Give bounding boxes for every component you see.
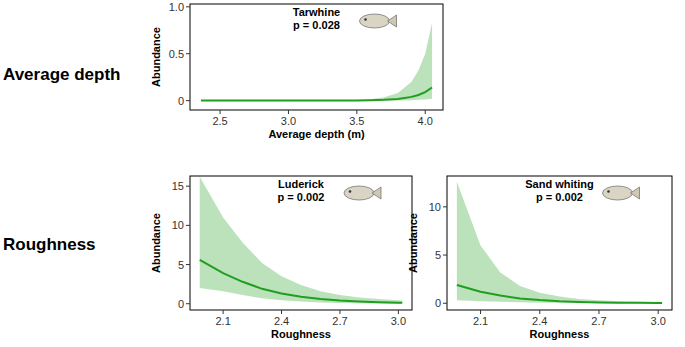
- y-tick: [443, 255, 447, 256]
- plot-marks: [201, 23, 432, 101]
- x-tick: [398, 310, 399, 314]
- y-axis-title: Abundance: [407, 213, 419, 273]
- x-axis-title: Roughness: [530, 328, 590, 340]
- fish-icon: [603, 186, 640, 200]
- x-tick-label: 2.4: [532, 315, 547, 327]
- x-tick-label: 2.5: [212, 115, 227, 127]
- x-tick: [339, 310, 340, 314]
- x-tick: [288, 110, 289, 114]
- y-tick-label: 5: [435, 249, 441, 261]
- y-tick: [186, 303, 190, 304]
- y-tick-label: 0: [178, 298, 184, 310]
- y-tick-label: 0: [178, 95, 184, 107]
- x-tick: [356, 110, 357, 114]
- x-tick: [598, 310, 599, 314]
- fish-body: [603, 186, 633, 200]
- y-axis-title: Abundance: [150, 27, 162, 87]
- x-tick-label: 2.7: [591, 315, 606, 327]
- fish-body: [344, 186, 374, 200]
- y-tick-label: 1.0: [169, 1, 184, 13]
- y-tick-label: 5: [178, 259, 184, 271]
- y-tick-label: 0.5: [169, 48, 184, 60]
- x-tick: [223, 310, 224, 314]
- fish-tail: [388, 15, 397, 27]
- y-tick-label: 15: [172, 180, 184, 192]
- y-tick: [186, 100, 190, 101]
- frame: [447, 176, 672, 310]
- x-axis-title: Average depth (m): [268, 128, 365, 140]
- y-tick-label: 10: [429, 201, 441, 213]
- confidence-band: [201, 23, 432, 101]
- y-tick: [443, 303, 447, 304]
- fish-tail: [372, 187, 381, 199]
- x-tick-label: 3.0: [651, 315, 666, 327]
- x-tick: [425, 110, 426, 114]
- frame: [190, 176, 412, 310]
- y-tick: [186, 6, 190, 7]
- x-tick-label: 4.0: [418, 115, 433, 127]
- y-axis-title: Abundance: [150, 213, 162, 273]
- plot-marks: [200, 177, 403, 304]
- fish-eye: [607, 190, 610, 193]
- x-tick-label: 2.7: [332, 315, 347, 327]
- fish-body: [360, 14, 390, 28]
- p-value: p = 0.028: [293, 19, 340, 31]
- x-tick-label: 2.1: [473, 315, 488, 327]
- y-tick: [186, 186, 190, 187]
- fit-line: [201, 87, 432, 100]
- x-tick: [658, 310, 659, 314]
- y-tick-label: 0: [435, 297, 441, 309]
- panel-title: Sand whiting: [525, 178, 593, 190]
- row-label: Average depth: [3, 65, 120, 84]
- x-tick: [480, 310, 481, 314]
- x-tick: [220, 110, 221, 114]
- x-axis-title: Roughness: [271, 328, 331, 340]
- x-tick: [281, 310, 282, 314]
- panel-title: Luderick: [278, 178, 325, 190]
- fish-icon: [360, 14, 397, 28]
- y-tick: [186, 53, 190, 54]
- panel: 2.5 3.0 3.5 4.0 0 0.5 1.0 Average depth (m) Abun…: [150, 1, 443, 140]
- panel-title: Tarwhine: [293, 6, 340, 18]
- plot-marks: [457, 182, 662, 303]
- confidence-band: [457, 182, 662, 303]
- x-tick-label: 3.5: [349, 115, 364, 127]
- fish-eye: [364, 18, 367, 21]
- row-label: Roughness: [3, 235, 96, 254]
- x-tick-label: 2.4: [274, 315, 289, 327]
- panel: 2.1 2.4 2.7 3.0 0 5 10 Roughness Abundance Sand w…: [407, 176, 672, 340]
- fish-icon: [344, 186, 381, 200]
- y-tick: [186, 264, 190, 265]
- fish-tail: [631, 187, 640, 199]
- x-tick: [539, 310, 540, 314]
- y-tick-label: 10: [172, 219, 184, 231]
- x-tick-label: 2.1: [215, 315, 230, 327]
- y-tick: [443, 206, 447, 207]
- y-tick: [186, 225, 190, 226]
- frame: [190, 4, 443, 110]
- x-tick-label: 3.0: [281, 115, 296, 127]
- confidence-band: [200, 177, 403, 304]
- figure: Average depth Roughness 2.5 3.0 3.5 4.0 0 0.5 1.…: [0, 0, 685, 347]
- x-tick-label: 3.0: [391, 315, 406, 327]
- fit-line: [200, 260, 403, 303]
- panel: 2.1 2.4 2.7 3.0 0 5 10 15 Roughness Abundance Lude…: [150, 176, 412, 340]
- p-value: p = 0.002: [278, 191, 325, 203]
- fish-eye: [349, 190, 352, 193]
- fit-line: [457, 285, 662, 303]
- p-value: p = 0.002: [536, 191, 583, 203]
